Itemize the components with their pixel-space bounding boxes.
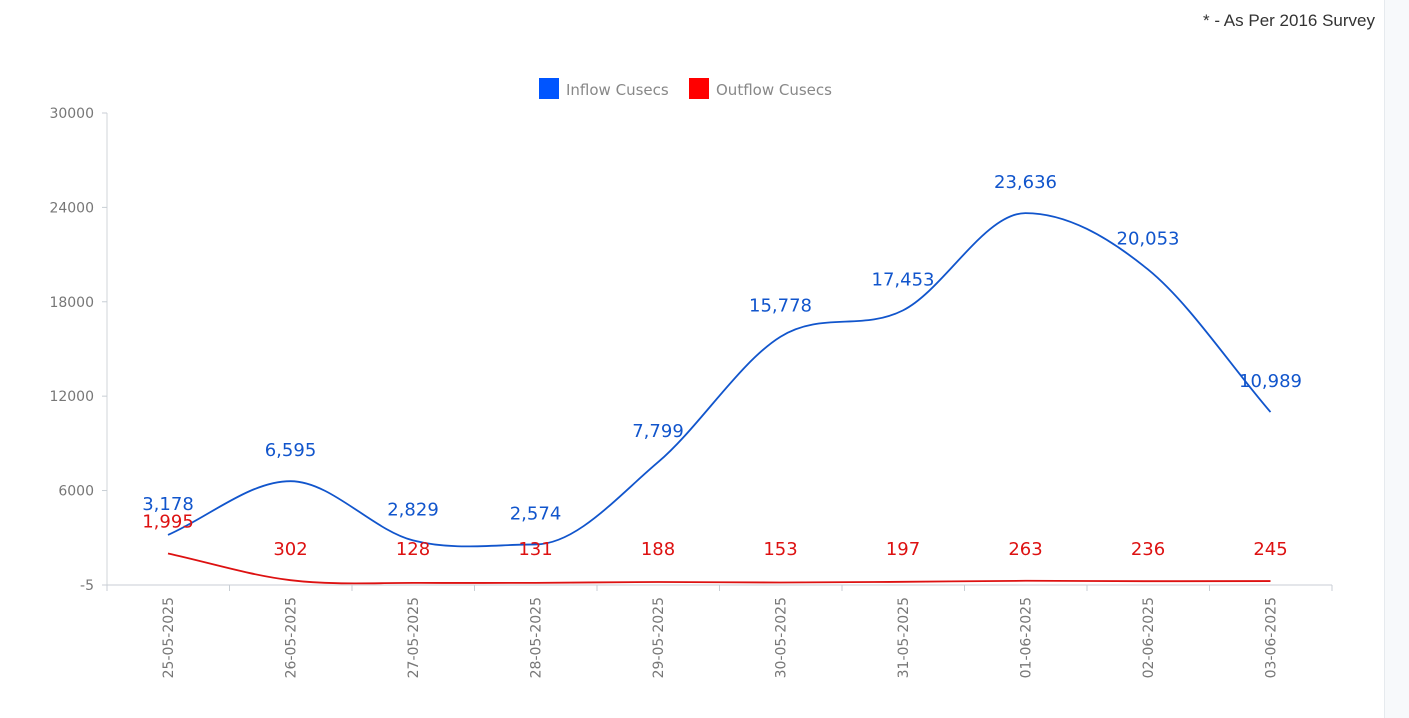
legend: Inflow Cusecs Outflow Cusecs [539,78,832,99]
x-tick-label: 03-06-2025 [1264,597,1280,678]
survey-note: * - As Per 2016 Survey [1203,11,1375,30]
x-tick-label: 29-05-2025 [651,597,667,678]
y-tick-label: 6000 [58,484,94,500]
outflow-data-label: 236 [1131,539,1165,560]
legend-swatch [689,78,709,99]
inflow-data-label: 15,778 [749,296,812,317]
inflow-data-label: 17,453 [872,269,935,290]
y-tick-label: 30000 [49,106,94,122]
x-tick-label: 02-06-2025 [1141,597,1157,678]
legend-label[interactable]: Inflow Cusecs [566,81,669,99]
inflow-line[interactable] [167,212,1272,548]
axes: -5 6000 12000 18000 24000 30000 25-05-2025 26-0… [49,106,1333,678]
y-tick-label: 12000 [49,389,94,405]
inflow-data-label: 2,829 [387,499,439,520]
outflow-data-label: 128 [396,539,430,560]
scrollbar-track[interactable] [1384,0,1409,718]
y-tick-label: 24000 [49,200,94,216]
inflow-data-label: 20,053 [1117,228,1180,249]
outflow-data-label: 131 [518,539,552,560]
x-tick-label: 28-05-2025 [529,597,545,678]
y-tick-label: -5 [80,578,94,594]
x-tick-label: 27-05-2025 [406,597,422,678]
x-tick-label: 25-05-2025 [161,597,177,678]
inflow-data-label: 2,574 [510,503,562,524]
inflow-data-label: 23,636 [994,172,1057,193]
inflow-data-label: 6,595 [265,440,317,461]
outflow-data-label: 153 [763,539,797,560]
outflow-data-label: 188 [641,539,675,560]
outflow-line[interactable] [167,552,1271,585]
x-tick-label: 01-06-2025 [1019,597,1035,678]
x-tick-label: 30-05-2025 [774,597,790,678]
inflow-data-label: 3,178 [142,494,194,515]
outflow-data-label: 197 [886,539,920,560]
outflow-data-label: 263 [1008,539,1042,560]
inflow-data-label: 7,799 [632,421,684,442]
outflow-data-label: 302 [273,539,307,560]
x-tick-label: 26-05-2025 [284,597,300,678]
data-labels: 3,178 6,595 2,829 2,574 7,799 15,778 17,453 23,… [142,172,1302,560]
outflow-data-label: 1,995 [142,512,194,533]
legend-swatch [539,78,559,99]
inflow-data-label: 10,989 [1239,371,1302,392]
legend-label[interactable]: Outflow Cusecs [716,81,832,99]
series-lines [167,212,1272,585]
y-tick-label: 18000 [49,295,94,311]
x-tick-label: 31-05-2025 [896,597,912,678]
outflow-data-label: 245 [1253,539,1287,560]
